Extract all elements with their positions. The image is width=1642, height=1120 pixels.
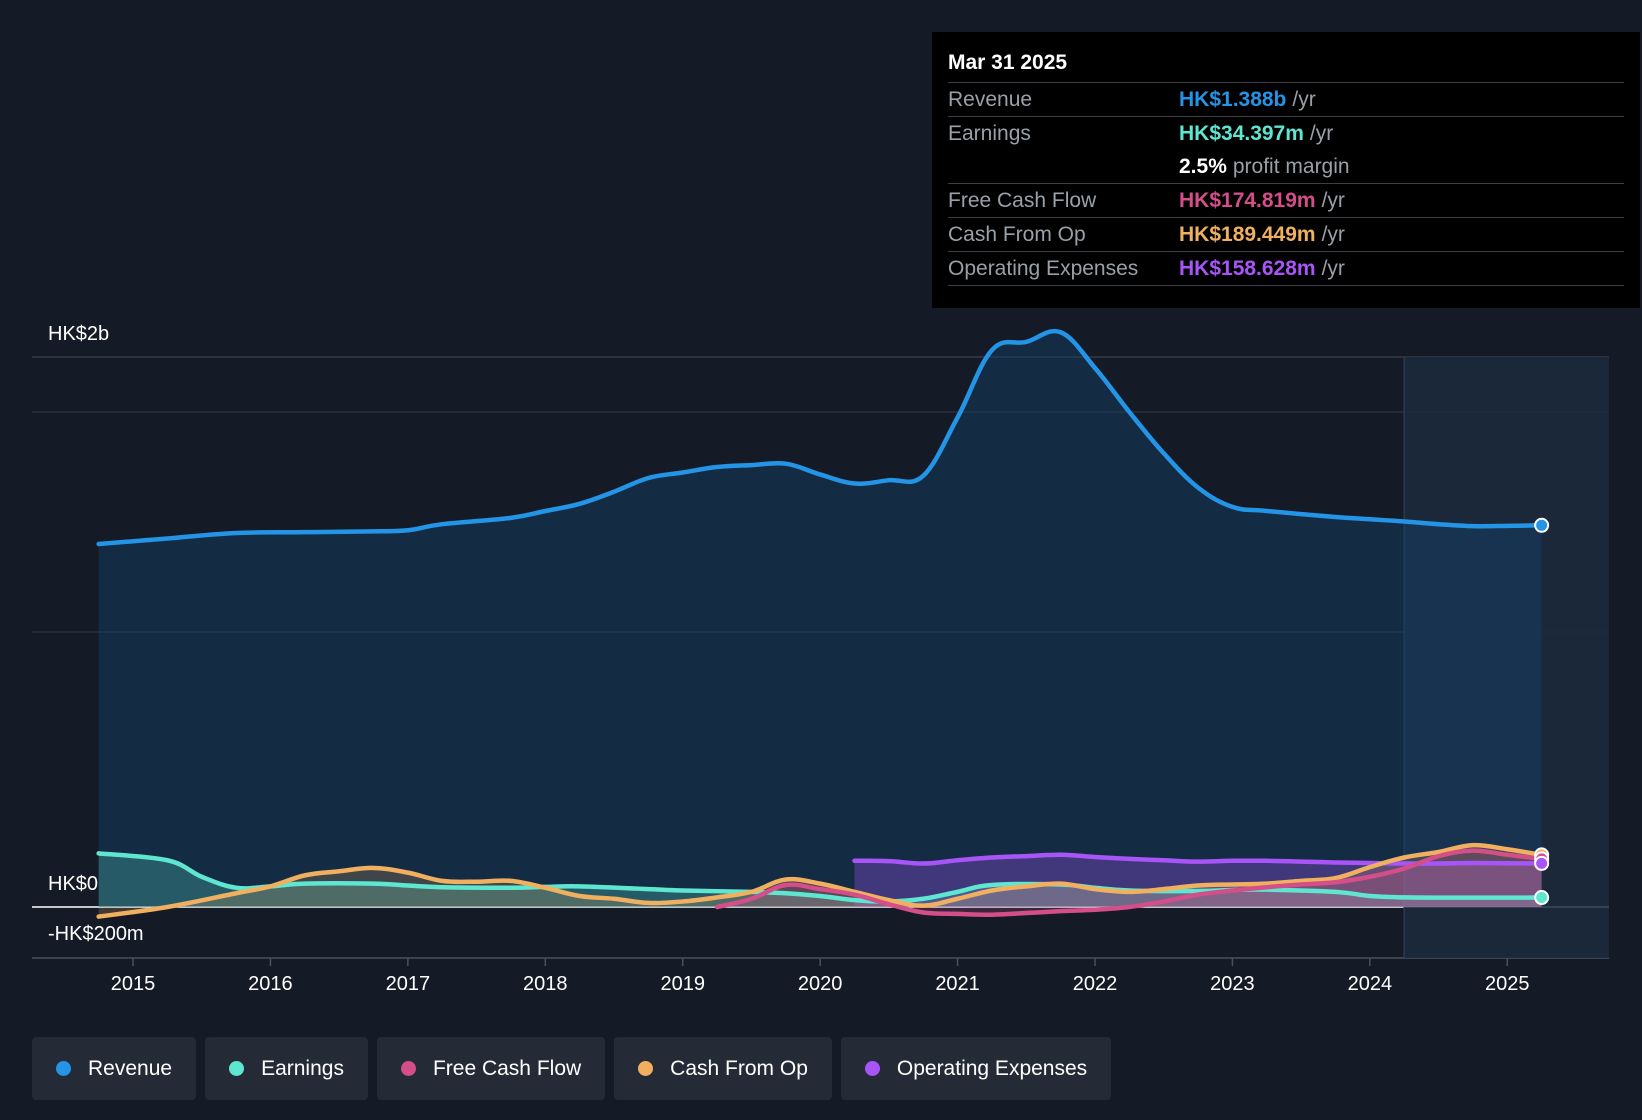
legend-dot-icon [638,1061,654,1076]
line-operating-expenses [852,852,1544,866]
series-end-dots [1534,517,1550,906]
area-earnings [98,853,1542,907]
tooltip-label: Earnings [948,122,1031,145]
tooltip-row-operating-expenses: Operating Expenses HK$158.628m /yr [948,252,1624,286]
series-lines [96,328,1544,919]
y-label-zero: HK$0 [48,873,98,895]
tooltip-row-profit-margin: 2.5% profit margin [948,150,1624,184]
x-tick-label: 2019 [660,973,705,995]
line-cash-from-op [96,842,1544,919]
x-tick-label: 2023 [1210,973,1255,995]
legend-label: Earnings [261,1056,344,1080]
x-tick-label: 2022 [1073,973,1118,995]
x-tick-label: 2018 [523,973,568,995]
legend-item-revenue[interactable]: Revenue [32,1037,197,1100]
tooltip-date: Mar 31 2025 [948,44,1624,83]
tooltip-row-revenue: Revenue HK$1.388b /yr [948,83,1624,117]
legend-dot-icon [864,1061,880,1076]
x-tick-label: 2020 [798,973,843,995]
x-tick-label: 2016 [248,973,293,995]
legend: Revenue Earnings Free Cash Flow Cash Fro… [32,1037,1112,1100]
legend-label: Free Cash Flow [432,1056,582,1080]
tooltip-value: HK$189.449m [1179,223,1316,246]
x-tick-label: 2017 [386,973,431,995]
legend-label: Operating Expenses [896,1056,1088,1080]
legend-dot-icon [400,1061,416,1076]
legend-item-free-cash-flow[interactable]: Free Cash Flow [376,1037,606,1100]
x-tick-label: 2024 [1348,973,1393,995]
area-free-cash-flow [717,850,1542,915]
tooltip-value: HK$174.819m [1179,189,1316,212]
x-tick-label: 2015 [111,973,156,995]
tooltip-label: Operating Expenses [948,257,1139,280]
end-dot-earnings [1534,890,1550,906]
tooltip-row-earnings: Earnings HK$34.397m /yr [948,117,1624,150]
area-revenue [98,331,1542,907]
legend-dot-icon [229,1061,245,1076]
line-free-cash-flow [714,848,1544,917]
tooltip-label: Free Cash Flow [948,189,1097,212]
series-areas [98,331,1542,917]
tooltip-label: Cash From Op [948,223,1086,246]
tooltip-value: HK$1.388b [1179,88,1287,111]
end-dot-revenue [1534,517,1550,533]
legend-item-earnings[interactable]: Earnings [205,1037,368,1100]
tooltip-unit: /yr [1321,257,1345,280]
tooltip-value: HK$158.628m [1179,257,1316,280]
legend-label: Revenue [88,1056,173,1080]
legend-label: Cash From Op [670,1056,808,1080]
legend-item-operating-expenses[interactable]: Operating Expenses [840,1037,1112,1100]
profit-margin-label: profit margin [1232,155,1350,178]
x-tick-label: 2021 [935,973,980,995]
tooltip-label: Revenue [948,88,1033,111]
x-tick-label: 2025 [1485,973,1530,995]
x-axis-ticks: 2015 2016 2017 2018 2019 2020 2021 2022 2023 2024… [111,958,1530,995]
legend-dot-icon [56,1061,71,1076]
tooltip-row-cash-from-op: Cash From Op HK$189.449m /yr [948,218,1624,252]
legend-item-cash-from-op[interactable]: Cash From Op [614,1037,832,1100]
y-label-bottom: -HK$200m [48,923,144,945]
y-label-top: HK$2b [48,323,109,345]
tooltip-unit: /yr [1309,122,1334,145]
tooltip-row-free-cash-flow: Free Cash Flow HK$174.819m /yr [948,184,1624,218]
tooltip-panel: Mar 31 2025 Revenue HK$1.388b /yr Earnin… [932,32,1640,308]
line-revenue [96,328,1544,547]
tooltip-value: HK$34.397m [1179,122,1304,145]
tooltip-unit: /yr [1321,223,1345,246]
end-dot-operating-expenses [1534,855,1550,871]
tooltip-unit: /yr [1292,88,1316,111]
profit-margin-value: 2.5% [1179,155,1227,178]
tooltip-unit: /yr [1321,189,1345,212]
